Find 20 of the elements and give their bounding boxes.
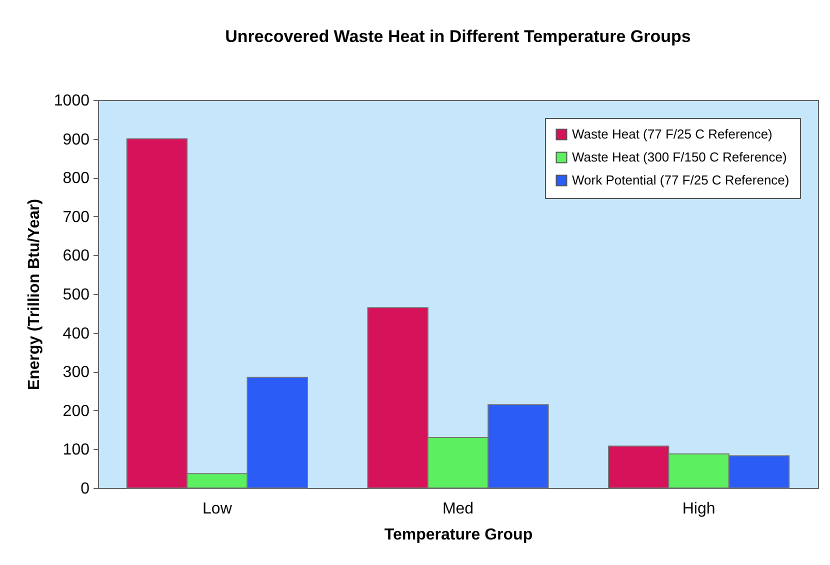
legend-label: Work Potential (77 F/25 C Reference) xyxy=(572,172,790,188)
legend-label: Waste Heat (300 F/150 C Reference) xyxy=(572,150,787,164)
y-tick-label: 800 xyxy=(62,170,90,188)
chart-title: Unrecovered Waste Heat in Different Temperature Groups xyxy=(225,27,691,46)
y-tick-label: 1000 xyxy=(54,92,90,110)
x-tick-label: Med xyxy=(442,500,474,518)
y-tick-label: 100 xyxy=(62,442,90,459)
y-tick-label: 200 xyxy=(62,402,90,420)
y-tick-label: 300 xyxy=(62,364,90,382)
y-axis-title: Energy (Trillion Btu/Year) xyxy=(26,198,43,390)
y-tick-label: 700 xyxy=(62,208,90,226)
x-tick-label: High xyxy=(682,500,716,518)
legend-label: Waste Heat (77 F/25 C Reference) xyxy=(572,126,772,142)
y-tick-label: 900 xyxy=(62,131,90,148)
x-axis-title: Temperature Group xyxy=(384,526,533,544)
y-tick-label: 0 xyxy=(80,480,90,498)
y-tick-label: 500 xyxy=(62,286,90,304)
y-tick-label: 400 xyxy=(62,325,90,342)
x-tick-label: Low xyxy=(202,500,232,518)
y-tick-label: 600 xyxy=(62,248,90,265)
